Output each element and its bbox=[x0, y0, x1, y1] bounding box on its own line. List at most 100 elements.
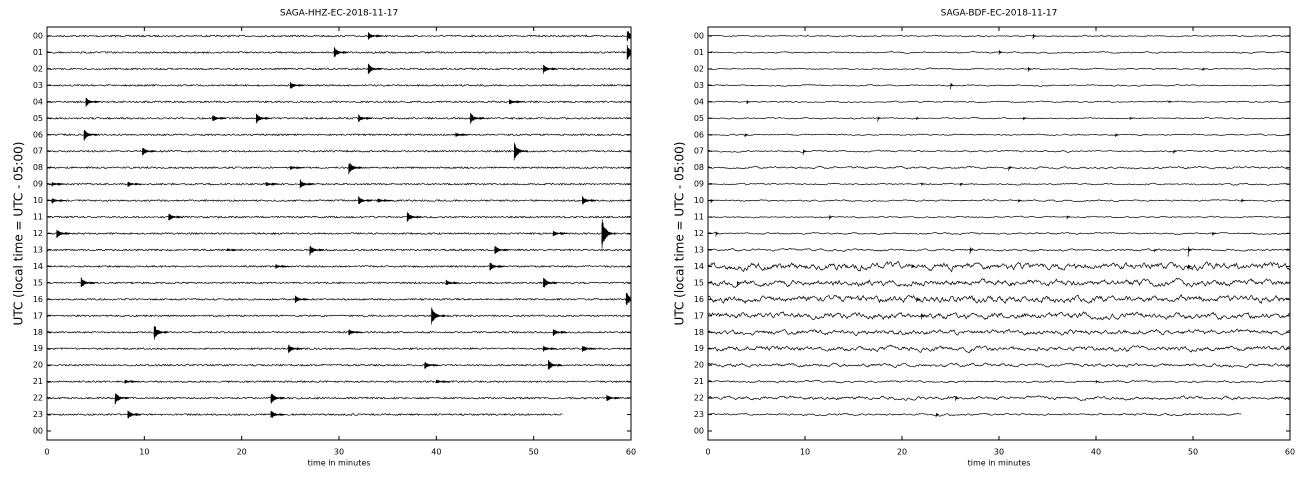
x-tick-label: 40 bbox=[431, 448, 441, 457]
trace bbox=[46, 363, 632, 367]
event bbox=[513, 142, 529, 161]
event bbox=[406, 212, 421, 222]
event bbox=[547, 360, 563, 370]
y-tick-label: 19 bbox=[33, 344, 43, 353]
event bbox=[744, 133, 749, 138]
trace bbox=[707, 344, 1291, 354]
x-axis-label: time in minutes bbox=[968, 459, 1031, 468]
trace bbox=[46, 281, 632, 285]
event bbox=[288, 344, 303, 354]
y-axis-label: UTC (local time = UTC - 05:00) bbox=[673, 142, 687, 326]
y-axis-label: UTC (local time = UTC - 05:00) bbox=[12, 142, 26, 326]
y-tick-label: 22 bbox=[33, 394, 43, 403]
trace bbox=[46, 231, 632, 236]
trace bbox=[707, 182, 1291, 186]
x-tick-label: 40 bbox=[1091, 448, 1101, 457]
trace bbox=[707, 117, 1291, 120]
y-tick-label: 15 bbox=[694, 278, 704, 287]
y-tick-label: 13 bbox=[694, 245, 704, 254]
event bbox=[367, 63, 382, 75]
trace bbox=[46, 380, 632, 384]
event bbox=[367, 32, 382, 40]
y-tick-label: 17 bbox=[33, 311, 43, 320]
event bbox=[333, 46, 348, 58]
y-tick-label: 20 bbox=[694, 361, 704, 370]
trace bbox=[707, 395, 1291, 402]
trace bbox=[707, 311, 1291, 321]
event bbox=[828, 215, 833, 220]
event bbox=[601, 219, 616, 249]
event bbox=[127, 181, 142, 187]
event bbox=[494, 246, 509, 254]
event bbox=[124, 379, 139, 384]
trace bbox=[707, 328, 1291, 337]
event bbox=[358, 196, 373, 205]
event bbox=[255, 113, 271, 124]
trace bbox=[46, 100, 632, 104]
event bbox=[83, 129, 98, 141]
event bbox=[626, 44, 632, 60]
event bbox=[746, 100, 751, 105]
chart-title: SAGA-BDF-EC-2018-11-17 bbox=[941, 9, 1058, 19]
event bbox=[802, 149, 807, 156]
event bbox=[358, 114, 373, 122]
x-tick-label: 20 bbox=[237, 448, 247, 457]
trace bbox=[46, 413, 563, 417]
y-tick-label: 16 bbox=[33, 295, 43, 304]
y-tick-label: 09 bbox=[694, 180, 704, 189]
x-tick-label: 20 bbox=[897, 448, 907, 457]
event bbox=[212, 115, 227, 122]
event bbox=[1008, 166, 1012, 172]
y-tick-label: 02 bbox=[694, 64, 704, 73]
trace bbox=[707, 165, 1291, 170]
event bbox=[1153, 249, 1158, 253]
y-tick-label: 00 bbox=[694, 427, 704, 436]
event bbox=[1018, 199, 1022, 203]
trace bbox=[46, 34, 632, 38]
y-tick-label: 09 bbox=[33, 180, 43, 189]
event bbox=[552, 231, 567, 237]
y-tick-label: 21 bbox=[33, 377, 43, 386]
event bbox=[1202, 67, 1207, 71]
trace bbox=[707, 277, 1291, 288]
y-tick-label: 23 bbox=[33, 410, 43, 419]
y-tick-label: 08 bbox=[694, 163, 704, 172]
event bbox=[625, 292, 632, 305]
y-tick-label: 04 bbox=[33, 97, 43, 106]
trace bbox=[46, 330, 632, 334]
x-tick-label: 60 bbox=[1285, 448, 1295, 457]
trace bbox=[46, 215, 632, 219]
trace bbox=[707, 84, 1291, 87]
y-tick-label: 23 bbox=[694, 410, 704, 419]
event bbox=[1032, 34, 1037, 40]
y-tick-label: 03 bbox=[33, 81, 43, 90]
y-tick-label: 15 bbox=[33, 278, 43, 287]
event bbox=[348, 163, 363, 175]
y-tick-label: 07 bbox=[694, 147, 704, 156]
event bbox=[114, 393, 130, 405]
event bbox=[309, 245, 324, 256]
y-tick-label: 05 bbox=[694, 114, 704, 123]
trace bbox=[46, 297, 632, 301]
event bbox=[455, 132, 470, 137]
event bbox=[270, 410, 285, 418]
trace bbox=[46, 67, 632, 71]
event bbox=[270, 393, 285, 404]
event bbox=[435, 379, 451, 384]
event bbox=[710, 199, 714, 204]
x-tick-label: 60 bbox=[626, 448, 636, 457]
event bbox=[552, 329, 567, 336]
y-tick-label: 20 bbox=[33, 361, 43, 370]
y-tick-label: 17 bbox=[694, 311, 704, 320]
y-tick-label: 14 bbox=[694, 262, 704, 271]
event bbox=[275, 264, 290, 269]
y-tick-label: 04 bbox=[694, 97, 704, 106]
trace bbox=[707, 67, 1291, 71]
trace bbox=[46, 149, 632, 153]
event bbox=[56, 229, 71, 238]
trace bbox=[46, 83, 632, 87]
event bbox=[51, 182, 66, 187]
y-tick-label: 03 bbox=[694, 81, 704, 90]
event bbox=[1022, 116, 1027, 121]
event bbox=[1115, 133, 1119, 137]
